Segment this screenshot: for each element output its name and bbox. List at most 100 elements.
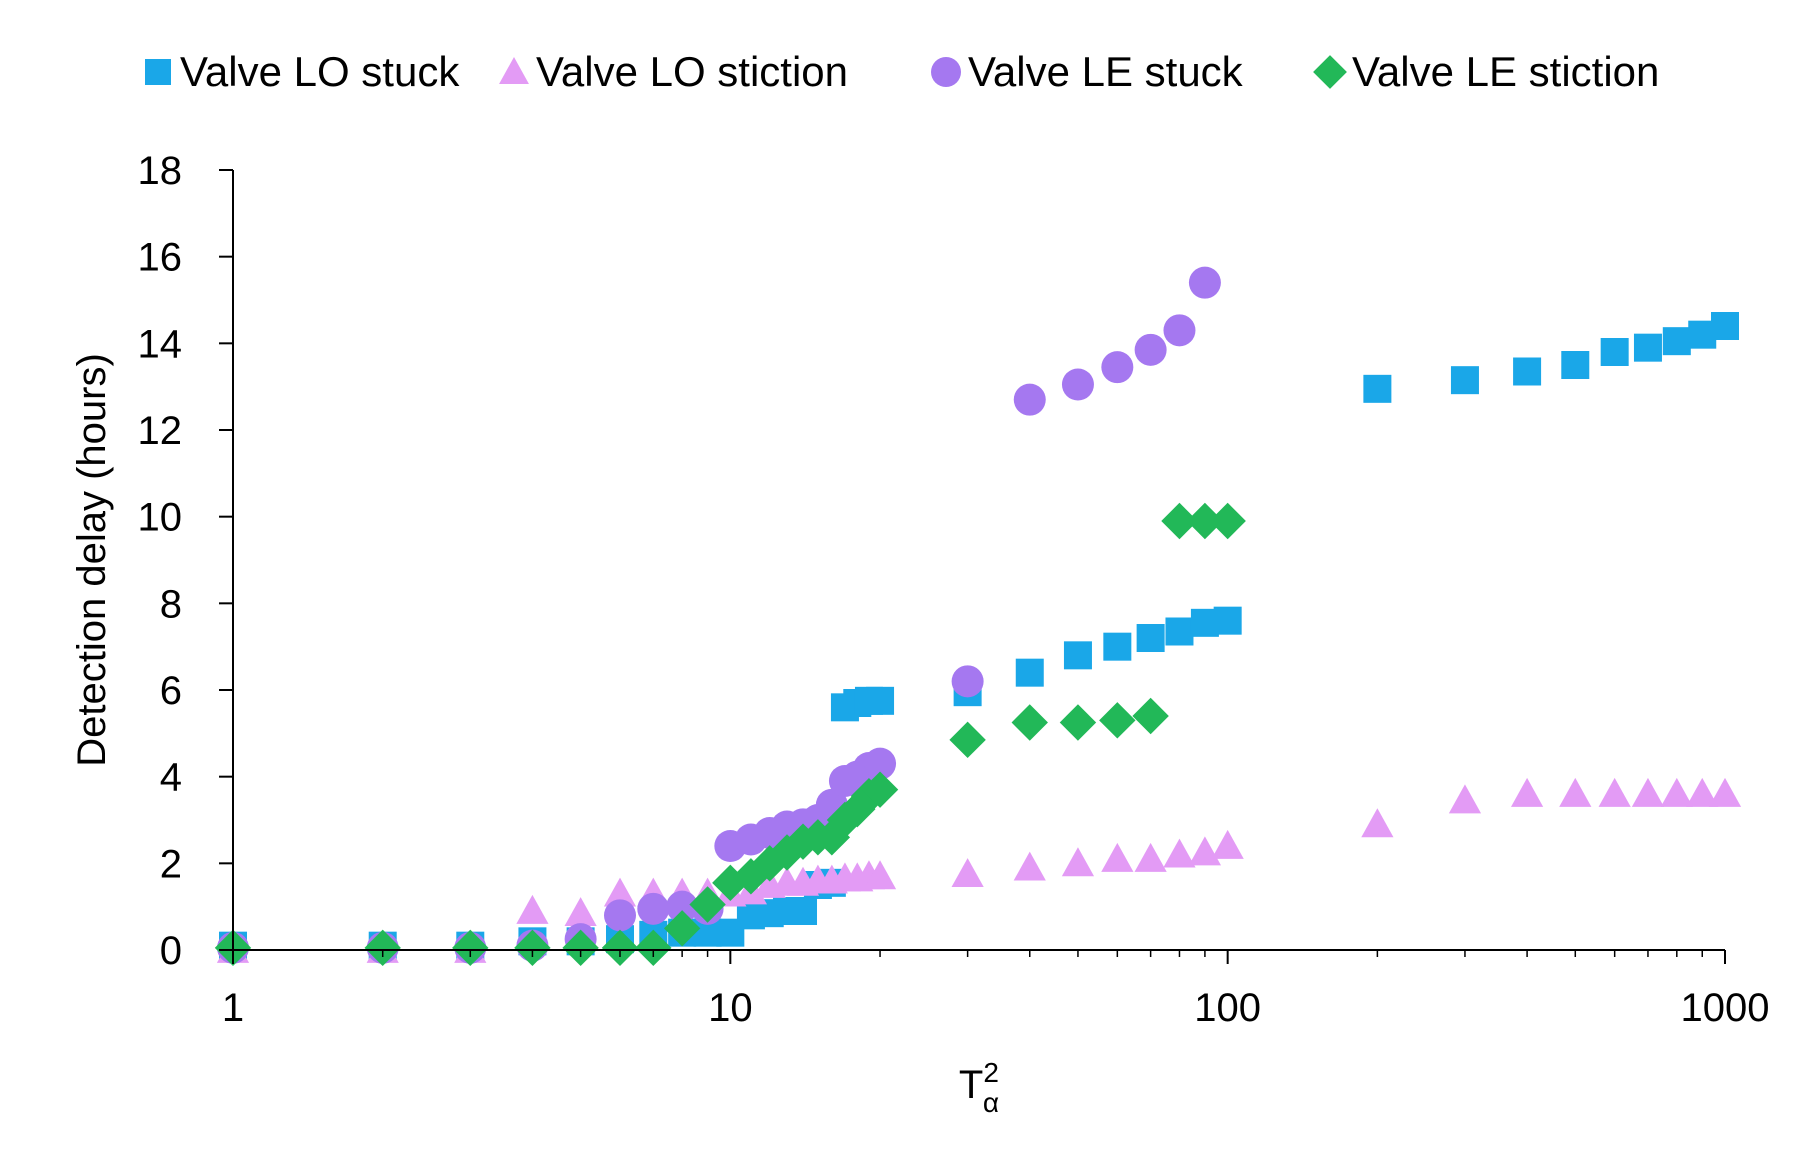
- y-tick-label: 0: [160, 929, 182, 973]
- y-tick-label: 18: [138, 149, 183, 193]
- data-point-circle: [864, 747, 897, 780]
- y-tick-label: 4: [160, 756, 182, 800]
- data-point-square: [1633, 333, 1662, 362]
- data-point-square: [1213, 606, 1242, 635]
- data-point-square: [789, 897, 818, 925]
- legend-label: Valve LE stiction: [1352, 48, 1659, 95]
- data-point-diamond: [514, 929, 551, 967]
- data-point-diamond: [562, 929, 599, 967]
- axes: [232, 170, 1725, 951]
- legend-item: Valve LE stiction: [1313, 48, 1659, 95]
- data-point-triangle: [1061, 847, 1095, 877]
- legend-marker-square: [145, 59, 171, 85]
- series-valve-le-stuck: [217, 266, 1221, 964]
- data-point-diamond: [364, 929, 401, 967]
- x-tick-label: 1000: [1681, 986, 1770, 1030]
- data-point-triangle: [951, 858, 984, 888]
- data-point-diamond: [839, 790, 876, 828]
- x-axis-label-base: T: [959, 1063, 983, 1107]
- series-valve-lo-stiction: [216, 777, 1742, 963]
- data-point-triangle: [1598, 777, 1631, 807]
- x-axis-ticks: 1 10 100 1000: [222, 950, 1770, 1030]
- x-axis-label-sub: α: [983, 1087, 999, 1118]
- data-point-square: [1450, 366, 1479, 395]
- data-point-triangle: [1163, 838, 1196, 868]
- data-point-circle: [1134, 333, 1167, 366]
- data-point-triangle: [1660, 777, 1693, 807]
- data-point-triangle: [603, 877, 637, 907]
- data-point-diamond: [689, 886, 726, 923]
- data-point-circle: [1163, 314, 1196, 347]
- data-point-square: [1015, 658, 1044, 687]
- y-axis-label: Detection delay (hours): [70, 353, 114, 767]
- data-point-triangle: [1361, 808, 1394, 838]
- data-point-square: [1165, 617, 1194, 646]
- data-point-circle: [1061, 368, 1094, 401]
- legend-item: Valve LE stuck: [931, 48, 1244, 95]
- data-point-diamond: [1209, 502, 1246, 540]
- data-point-triangle: [1134, 842, 1167, 872]
- data-point-triangle: [1708, 777, 1742, 807]
- data-point-square: [1136, 624, 1165, 652]
- data-point-diamond: [861, 771, 899, 808]
- data-point-triangle: [1559, 777, 1592, 807]
- data-point-diamond: [1011, 704, 1048, 741]
- data-point-diamond: [1132, 697, 1169, 735]
- legend-marker-diamond: [1313, 55, 1347, 89]
- data-point-square: [1363, 374, 1392, 403]
- data-point-circle: [1188, 266, 1221, 299]
- y-axis-ticks: 0 2 4 6 8 10 12 14 16 18: [138, 149, 233, 973]
- data-point-diamond: [601, 929, 639, 967]
- data-point-diamond: [452, 929, 489, 967]
- data-point-triangle: [863, 860, 897, 890]
- data-point-triangle: [1686, 777, 1719, 807]
- data-point-circle: [666, 890, 699, 923]
- data-point-triangle: [1510, 777, 1544, 807]
- data-point-circle: [604, 899, 637, 932]
- data-point-square: [1561, 351, 1590, 379]
- series-valve-lo-stuck: [219, 312, 1739, 960]
- data-point-diamond: [712, 864, 749, 902]
- legend: Valve LO stuck Valve LO stiction Valve LE …: [145, 48, 1659, 95]
- data-point-triangle: [516, 894, 549, 924]
- x-axis-label-sup: 2: [983, 1057, 999, 1088]
- y-tick-label: 14: [138, 322, 183, 366]
- legend-marker-circle: [931, 57, 961, 87]
- data-point-circle: [1013, 383, 1046, 416]
- series-valve-le-stiction: [214, 502, 1246, 967]
- legend-item: Valve LO stiction: [499, 48, 848, 95]
- data-point-square: [1711, 312, 1739, 340]
- data-point-diamond: [1161, 502, 1198, 540]
- legend-label: Valve LO stiction: [536, 48, 848, 95]
- y-tick-label: 2: [160, 842, 182, 886]
- data-point-triangle: [1211, 829, 1244, 859]
- data-point-triangle: [1101, 842, 1134, 872]
- data-point-square: [1103, 632, 1132, 661]
- x-tick-label: 1: [222, 986, 244, 1030]
- data-point-circle: [951, 665, 984, 698]
- data-point-circle: [1101, 351, 1134, 384]
- data-point-square: [866, 686, 895, 715]
- data-point-triangle: [1631, 777, 1665, 807]
- x-tick-label: 10: [708, 986, 753, 1030]
- data-point-square: [1600, 338, 1629, 366]
- y-tick-label: 6: [160, 669, 182, 713]
- data-point-triangle: [564, 897, 597, 927]
- y-tick-label: 16: [138, 236, 183, 280]
- plot-area: [214, 266, 1742, 967]
- legend-label: Valve LE stuck: [968, 48, 1244, 95]
- data-point-triangle: [1013, 851, 1046, 881]
- y-tick-label: 8: [160, 582, 182, 626]
- y-tick-label: 12: [138, 409, 183, 453]
- x-tick-label: 100: [1194, 986, 1261, 1030]
- legend-marker-triangle: [499, 57, 529, 84]
- data-point-triangle: [1448, 784, 1482, 814]
- data-point-diamond: [635, 929, 672, 967]
- x-axis-label: T2 α: [959, 1057, 999, 1118]
- data-point-circle: [637, 892, 670, 925]
- legend-label: Valve LO stuck: [180, 48, 460, 95]
- y-tick-label: 10: [138, 496, 183, 540]
- legend-item: Valve LO stuck: [145, 48, 460, 95]
- data-point-diamond: [1186, 502, 1224, 540]
